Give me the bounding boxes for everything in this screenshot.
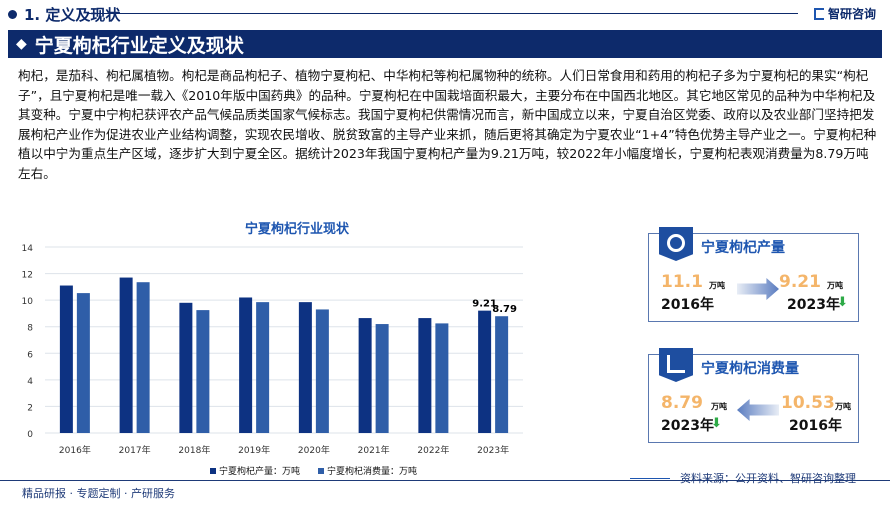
- bar: [76, 293, 90, 433]
- bar: [119, 277, 133, 433]
- production-card: 宁夏枸杞产量 11.1 万吨 2016年 9.21 万吨 2023年 ⬇: [648, 227, 859, 322]
- legend-item: 宁夏枸杞产量：万吨: [210, 464, 300, 477]
- x-tick-label: 2019年: [238, 444, 270, 456]
- pie-chart-icon: [659, 227, 693, 261]
- y-tick-label: 4: [27, 377, 33, 387]
- legend-swatch: [318, 467, 324, 474]
- x-tick-label: 2018年: [178, 444, 210, 456]
- x-tick-label: 2016年: [59, 444, 91, 456]
- x-tick-label: 2020年: [298, 444, 330, 456]
- legend-item: 宁夏枸杞消费量：万吨: [318, 464, 417, 477]
- logo-icon: [813, 7, 824, 20]
- arrow-left-icon: [737, 399, 779, 421]
- y-tick-label: 14: [22, 244, 34, 254]
- y-tick-label: 10: [22, 297, 34, 307]
- bar: [298, 302, 312, 433]
- bar: [358, 318, 372, 433]
- x-tick-label: 2017年: [119, 444, 151, 456]
- bar: [495, 316, 509, 433]
- source-note: 资料来源：公开资料、智研咨询整理: [680, 472, 856, 485]
- bar: [375, 324, 389, 433]
- y-tick-label: 6: [27, 350, 33, 360]
- x-tick-label: 2022年: [417, 444, 449, 456]
- arrow-down-icon: ⬇: [711, 416, 722, 431]
- page-title: ◆ 宁夏枸杞行业定义及现状: [8, 30, 882, 58]
- x-tick-label: 2021年: [358, 444, 390, 456]
- arrow-down-icon: ⬇: [837, 295, 848, 310]
- divider: [88, 13, 468, 14]
- brand-logo: 智研咨询: [813, 5, 876, 22]
- growth-chart-icon: [659, 348, 693, 382]
- y-tick-label: 12: [22, 271, 33, 281]
- bar: [179, 302, 193, 433]
- bar: [239, 297, 253, 433]
- legend-swatch: [210, 467, 216, 474]
- chart-title: 宁夏枸杞行业现状: [245, 222, 350, 237]
- bar: [315, 309, 329, 433]
- bar: [196, 310, 210, 433]
- y-tick-label: 0: [27, 430, 33, 440]
- bar: [478, 310, 492, 433]
- y-tick-label: 2: [27, 403, 33, 413]
- arrow-right-icon: [737, 278, 779, 300]
- bar: [59, 285, 73, 433]
- y-tick-label: 8: [27, 324, 33, 334]
- bar: [256, 302, 270, 433]
- bar: [136, 282, 150, 433]
- bar: [435, 323, 449, 433]
- bar: [418, 318, 432, 433]
- data-label: 8.79: [492, 304, 517, 315]
- section-heading: 1. 定义及现状: [8, 4, 120, 25]
- x-tick-label: 2023年: [477, 444, 509, 456]
- footer: 精品研报 · 专题定制 · 产研服务: [0, 480, 890, 505]
- diamond-icon: ◆: [16, 36, 27, 52]
- divider: [630, 478, 670, 479]
- description: 枸杞，是茄科、枸杞属植物。枸杞是商品枸杞子、植物宁夏枸杞、中华枸杞等枸杞属物种的…: [18, 68, 877, 181]
- data-label: 9.21: [472, 299, 497, 310]
- bullet-icon: [8, 10, 17, 19]
- bar-chart: 0 2 4 6 8 10 12 14 2016年 2017年 2018年 2019年 2020年 2021…: [22, 244, 523, 456]
- divider: [468, 13, 798, 14]
- consumption-card: 宁夏枸杞消费量 8.79 万吨 2023年 ⬇ 10.53 万吨 2016年: [648, 348, 859, 443]
